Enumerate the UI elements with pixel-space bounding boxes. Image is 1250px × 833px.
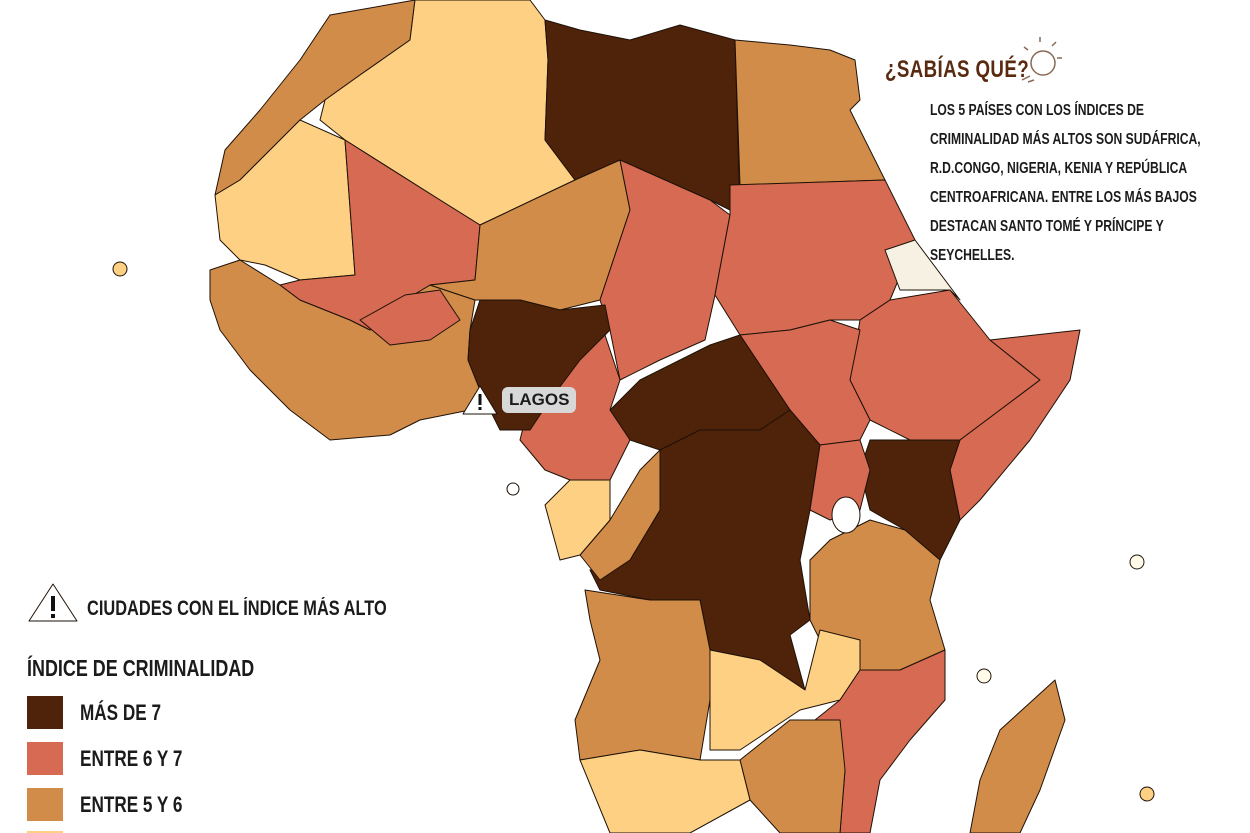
callout-title: ¿SABÍAS QUÉ? — [885, 56, 1030, 83]
callout-text: LOS 5 PAÍSES CON LOS ÍNDICES DE CRIMINAL… — [930, 102, 1201, 264]
legend-swatch — [27, 742, 63, 775]
island — [506, 482, 520, 496]
legend-label: MÁS DE 7 — [80, 700, 162, 725]
country — [579, 749, 751, 833]
country — [739, 719, 846, 833]
legend-title: ÍNDICE DE CRIMINALIDAD — [27, 655, 255, 681]
country — [599, 159, 731, 381]
legend-warning-icon — [28, 583, 78, 622]
warning-icon — [462, 385, 498, 415]
island — [1129, 554, 1145, 570]
country — [359, 289, 461, 346]
country — [734, 39, 886, 186]
country — [544, 19, 741, 216]
island — [976, 668, 992, 684]
island — [112, 261, 128, 277]
city-label: LAGOS — [502, 387, 577, 413]
country — [809, 439, 871, 521]
island — [1139, 786, 1155, 802]
legend-swatch — [27, 696, 63, 729]
legend-label: ENTRE 5 Y 6 — [80, 792, 183, 817]
legend-swatch — [27, 788, 63, 821]
bulb-icon — [1021, 37, 1062, 83]
country — [814, 649, 946, 833]
legend-cities-label: CIUDADES CON EL ÍNDICE MÁS ALTO — [87, 597, 387, 620]
legend-swatch — [27, 831, 63, 833]
legend-label: ENTRE 6 Y 7 — [80, 746, 183, 771]
country — [969, 679, 1066, 833]
lake — [831, 496, 861, 534]
country — [884, 239, 961, 301]
